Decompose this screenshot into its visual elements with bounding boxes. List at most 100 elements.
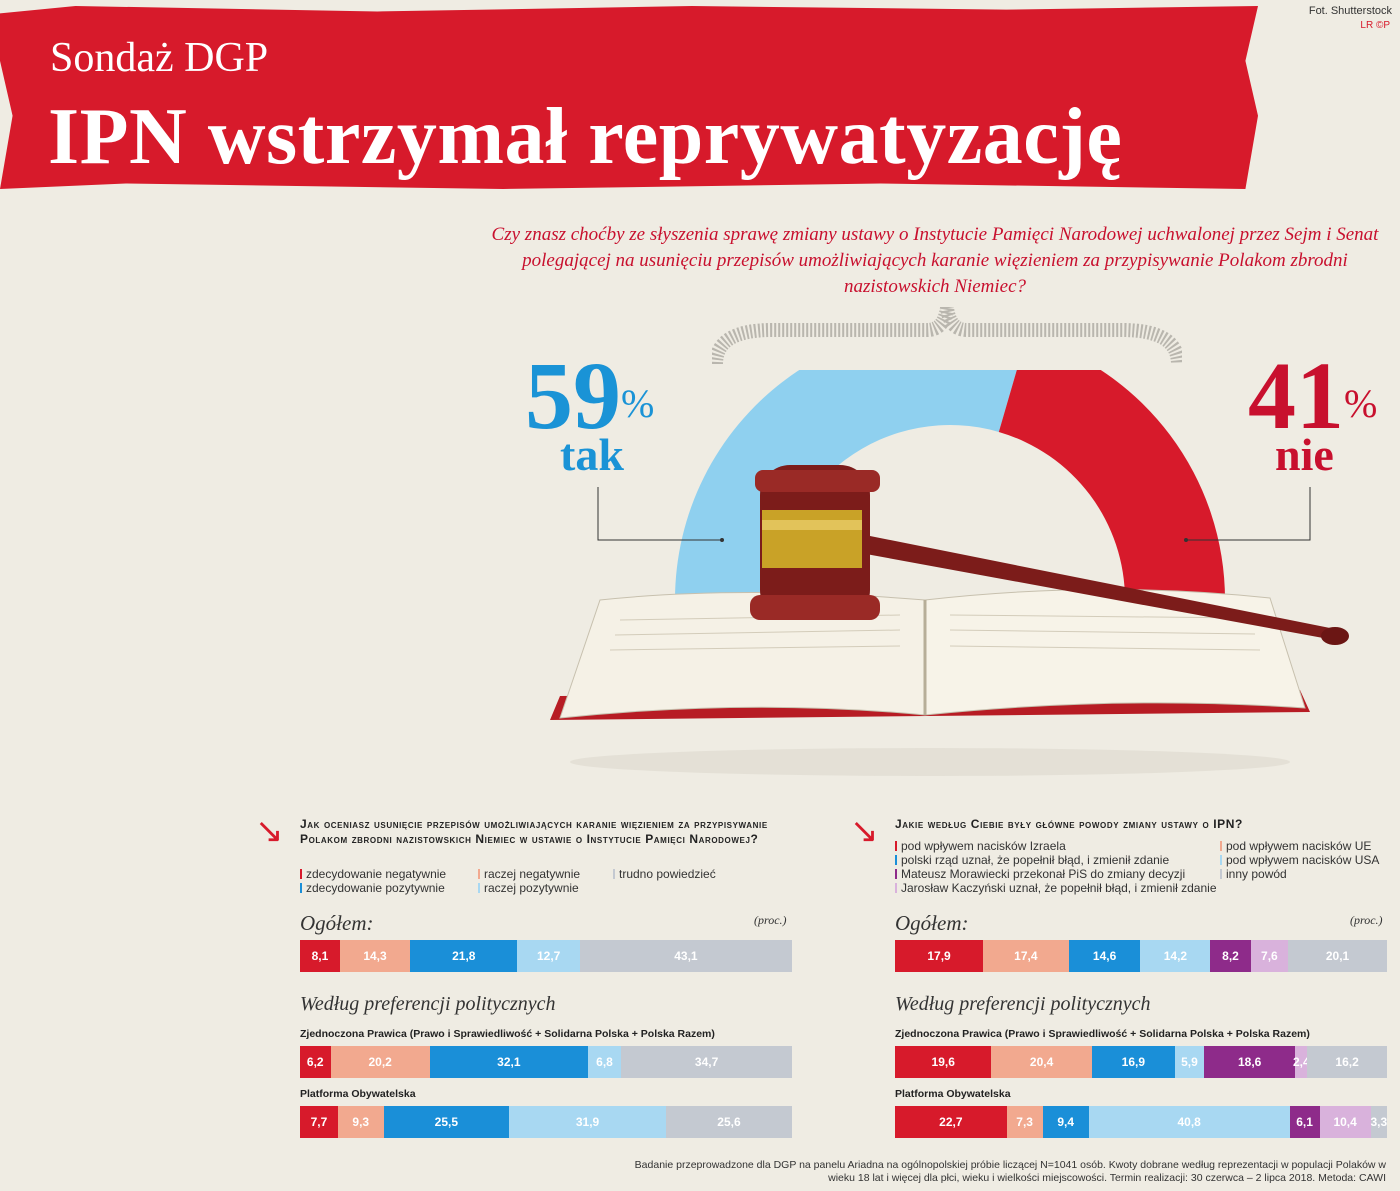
no-label: nie	[1275, 429, 1334, 480]
no-leader-dot	[1184, 538, 1188, 542]
bar-value-label: 40,8	[1177, 1115, 1201, 1129]
main-question: Czy znasz choćby ze słyszenia sprawę zmi…	[491, 224, 1379, 297]
bar-value-label: 8,1	[311, 949, 329, 963]
bar-value-label: 6,8	[596, 1055, 613, 1069]
yes-value: 59	[525, 342, 621, 449]
bar-value-label: 22,7	[939, 1115, 963, 1129]
bar-value-label: 17,9	[927, 949, 951, 963]
bar-segment: 17,9	[895, 940, 984, 972]
bar-value-label: 34,7	[694, 1055, 719, 1069]
bar-value-label: 21,8	[452, 949, 476, 963]
bar-value-label: 25,5	[434, 1115, 459, 1129]
left-arrow-icon: ↘	[255, 812, 284, 850]
bar-value-label: 9,3	[352, 1115, 370, 1129]
right-party-po: Platforma Obywatelska	[895, 1088, 1011, 1100]
bar-value-label: 14,2	[1163, 949, 1188, 963]
bar-value-label: 16,2	[1335, 1055, 1359, 1069]
left-party-po: Platforma Obywatelska	[300, 1088, 416, 1100]
bar-segment: 14,6	[1068, 940, 1141, 972]
right-bar-zp: 19,6 20,4 16,9 5,9 18,6 2,4 16,2	[895, 1046, 1387, 1078]
right-proc-label: (proc.)	[1350, 913, 1383, 927]
kicker: Sondaż DGP	[50, 35, 269, 81]
bar-value-label: 7,3	[1016, 1115, 1033, 1129]
left-bar-overall: 8,1 14,3 21,8 12,7 43,1	[300, 940, 792, 972]
bar-value-label: 3,3	[1370, 1115, 1388, 1129]
left-proc-label: (proc.)	[754, 913, 787, 927]
bar-value-label: 7,6	[1261, 949, 1278, 963]
legend-item: polski rząd uznał, że popełnił błąd, i z…	[895, 853, 1169, 867]
bar-segment: 14,2	[1140, 940, 1211, 972]
bar-segment: 16,9	[1091, 1046, 1175, 1078]
left-bar-po: 7,7 9,3 25,5 31,9 25,6	[300, 1106, 792, 1138]
legend-item: zdecydowanie negatywnie	[300, 867, 446, 881]
bar-segment: 6,2	[300, 1046, 331, 1078]
bar-value-label: 14,3	[363, 949, 387, 963]
photo-credit: Fot. Shutterstock	[1308, 5, 1392, 17]
bar-value-label: 6,1	[1296, 1115, 1313, 1129]
bar-value-label: 17,4	[1014, 949, 1038, 963]
bar-segment: 25,6	[666, 1106, 792, 1138]
right-question: Jakie według Ciebie były główne powody z…	[895, 817, 1243, 831]
bar-value-label: 6,2	[306, 1055, 324, 1069]
bar-segment: 10,4	[1319, 1106, 1371, 1138]
brace-graphic	[712, 306, 1182, 365]
yes-percentage: 59%	[525, 348, 654, 444]
bar-segment: 9,3	[337, 1106, 384, 1138]
bar-segment: 6,8	[587, 1046, 622, 1078]
bar-segment: 8,2	[1210, 940, 1251, 972]
bar-segment: 8,1	[300, 940, 340, 972]
bar-value-label: 19,6	[931, 1055, 955, 1069]
bar-value-label: 20,1	[1325, 949, 1350, 963]
bar-segment: 18,6	[1203, 1046, 1296, 1078]
legend-item: raczej pozytywnie	[478, 881, 579, 895]
bar-segment: 6,1	[1289, 1106, 1320, 1138]
legend-item: raczej negatywnie	[478, 867, 580, 881]
bar-value-label: 12,7	[536, 949, 561, 963]
left-party-zp: Zjednoczona Prawica (Prawo i Sprawiedliw…	[300, 1028, 715, 1040]
right-arrow-icon: ↘	[850, 812, 879, 850]
bar-segment: 7,7	[300, 1106, 338, 1138]
bar-segment: 20,1	[1288, 940, 1387, 972]
bar-value-label: 32,1	[497, 1055, 521, 1069]
bar-segment: 16,2	[1307, 1046, 1387, 1078]
bar-value-label: 31,9	[575, 1115, 600, 1129]
right-party-zp: Zjednoczona Prawica (Prawo i Sprawiedliw…	[895, 1028, 1310, 1040]
bar-segment: 22,7	[895, 1106, 1007, 1138]
title-banner	[0, 6, 1258, 189]
bar-segment: 43,1	[579, 940, 792, 972]
bar-segment: 14,3	[339, 940, 411, 972]
bar-segment: 25,5	[383, 1106, 510, 1138]
donut-slice-nie	[998, 370, 1225, 600]
bar-value-label: 20,2	[368, 1055, 392, 1069]
book-gavel-illustration	[550, 465, 1349, 776]
legend-item: pod wpływem nacisków Izraela	[895, 839, 1066, 853]
left-wedlug-label: Według preferencji politycznych	[300, 993, 556, 1015]
bar-segment: 40,8	[1088, 1106, 1290, 1138]
bar-value-label: 9,4	[1057, 1115, 1075, 1129]
bar-value-label: 5,9	[1181, 1055, 1198, 1069]
leader-lines	[597, 487, 1311, 542]
legend-item: Mateusz Morawiecki przekonał PiS do zmia…	[895, 867, 1185, 881]
bar-segment: 9,4	[1042, 1106, 1089, 1138]
bar-segment: 5,9	[1174, 1046, 1204, 1078]
no-pct-sign: %	[1344, 381, 1378, 426]
no-percentage: 41%	[1248, 348, 1377, 444]
yes-label: tak	[560, 429, 624, 480]
bar-value-label: 43,1	[674, 949, 698, 963]
bar-segment: 7,6	[1250, 940, 1289, 972]
left-ogolem-label: Ogółem:	[300, 911, 374, 935]
yes-pct-sign: %	[621, 381, 655, 426]
right-wedlug-label: Według preferencji politycznych	[895, 993, 1151, 1015]
bar-value-label: 7,7	[310, 1115, 328, 1129]
bar-value-label: 20,4	[1029, 1055, 1054, 1069]
right-ogolem-label: Ogółem:	[895, 911, 969, 935]
license-logo: LR ©P	[1360, 20, 1390, 31]
bar-segment: 31,9	[509, 1106, 667, 1138]
bar-segment: 17,4	[983, 940, 1069, 972]
bar-value-label: 14,6	[1092, 949, 1117, 963]
right-bar-po: 22,7 7,3 9,4 40,8 6,1 10,4 3,3	[895, 1106, 1387, 1138]
legend-item: trudno powiedzieć	[613, 867, 716, 881]
right-bar-overall: 17,9 17,4 14,6 14,2 8,2 7,6 20,1	[895, 940, 1387, 972]
legend-item: pod wpływem nacisków UE	[1220, 839, 1371, 853]
bar-segment: 7,3	[1006, 1106, 1043, 1138]
